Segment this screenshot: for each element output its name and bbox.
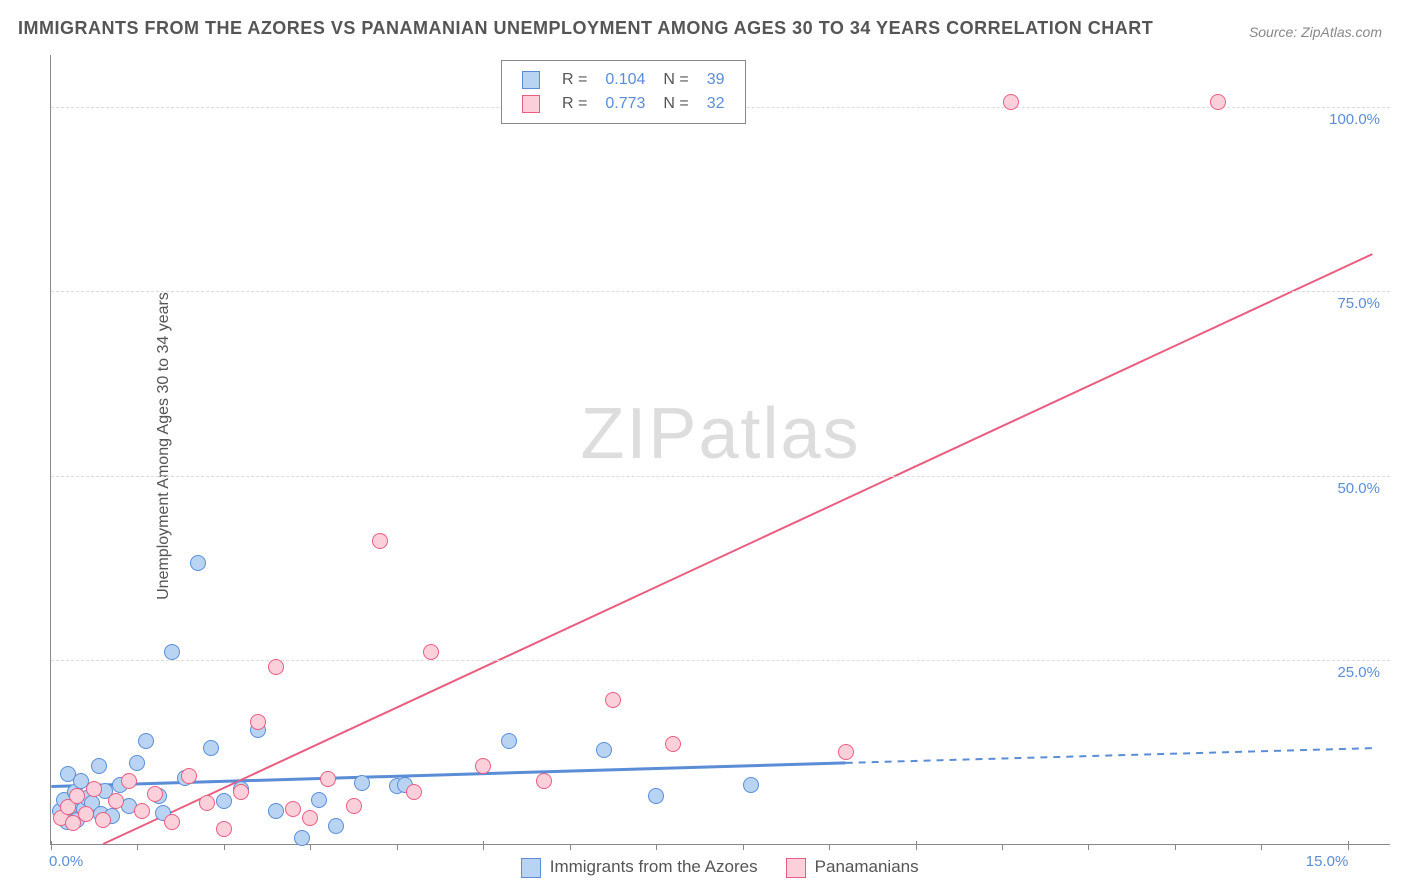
series-legend: Immigrants from the Azores Panamanians (521, 857, 919, 878)
scatter-dot (665, 736, 681, 752)
scatter-dot (596, 742, 612, 758)
scatter-dot (294, 830, 310, 846)
y-tick-label: 50.0% (1337, 480, 1380, 497)
scatter-dot (78, 806, 94, 822)
x-tick (1348, 841, 1349, 850)
x-tick (656, 844, 657, 850)
scatter-dot (838, 744, 854, 760)
x-tick (310, 844, 311, 850)
x-tick (1002, 844, 1003, 850)
scatter-dot (475, 758, 491, 774)
scatter-dot (320, 771, 336, 787)
scatter-dot (216, 793, 232, 809)
scatter-dot (423, 644, 439, 660)
scatter-dot (268, 803, 284, 819)
x-tick (483, 841, 484, 850)
scatter-dot (605, 692, 621, 708)
x-tick (1088, 844, 1089, 850)
x-tick (137, 844, 138, 850)
x-tick (1261, 844, 1262, 850)
source-attribution: Source: ZipAtlas.com (1249, 24, 1382, 40)
scatter-dot (372, 533, 388, 549)
scatter-dot (1210, 94, 1226, 110)
scatter-dot (86, 781, 102, 797)
scatter-dot (354, 775, 370, 791)
y-tick-label: 100.0% (1329, 111, 1380, 128)
scatter-dot (129, 755, 145, 771)
scatter-dot (268, 659, 284, 675)
scatter-dot (181, 768, 197, 784)
scatter-dot (406, 784, 422, 800)
scatter-dot (648, 788, 664, 804)
scatter-dot (501, 733, 517, 749)
x-tick (743, 844, 744, 850)
scatter-dot (1003, 94, 1019, 110)
correlation-legend: R = 0.104N = 39R = 0.773N = 32 (501, 60, 746, 124)
scatter-dot (346, 798, 362, 814)
scatter-dot (302, 810, 318, 826)
gridline (51, 291, 1390, 292)
scatter-dot (216, 821, 232, 837)
x-tick (916, 841, 917, 850)
x-tick (224, 844, 225, 850)
scatter-plot-area: ZIPatlas 25.0%50.0%75.0%100.0%0.0%15.0%R… (50, 55, 1390, 845)
x-tick-label: 0.0% (49, 853, 83, 870)
y-tick-label: 75.0% (1337, 295, 1380, 312)
x-tick (829, 844, 830, 850)
scatter-dot (536, 773, 552, 789)
scatter-dot (233, 784, 249, 800)
scatter-dot (250, 714, 266, 730)
scatter-dot (285, 801, 301, 817)
gridline (51, 660, 1390, 661)
y-tick-label: 25.0% (1337, 664, 1380, 681)
scatter-dot (164, 814, 180, 830)
scatter-dot (311, 792, 327, 808)
scatter-dot (190, 555, 206, 571)
scatter-dot (134, 803, 150, 819)
scatter-dot (138, 733, 154, 749)
watermark: ZIPatlas (580, 393, 860, 475)
x-tick (570, 844, 571, 850)
scatter-dot (743, 777, 759, 793)
x-tick (1175, 844, 1176, 850)
legend-label: Immigrants from the Azores (550, 857, 758, 876)
scatter-dot (203, 740, 219, 756)
scatter-dot (121, 773, 137, 789)
x-tick (51, 841, 52, 850)
scatter-dot (328, 818, 344, 834)
scatter-dot (199, 795, 215, 811)
chart-title: IMMIGRANTS FROM THE AZORES VS PANAMANIAN… (18, 18, 1153, 39)
legend-label: Panamanians (815, 857, 919, 876)
scatter-dot (147, 786, 163, 802)
x-tick (397, 844, 398, 850)
scatter-dot (91, 758, 107, 774)
scatter-dot (108, 793, 124, 809)
x-tick-label: 15.0% (1306, 853, 1349, 870)
scatter-dot (164, 644, 180, 660)
gridline (51, 476, 1390, 477)
scatter-dot (95, 812, 111, 828)
scatter-dot (69, 788, 85, 804)
